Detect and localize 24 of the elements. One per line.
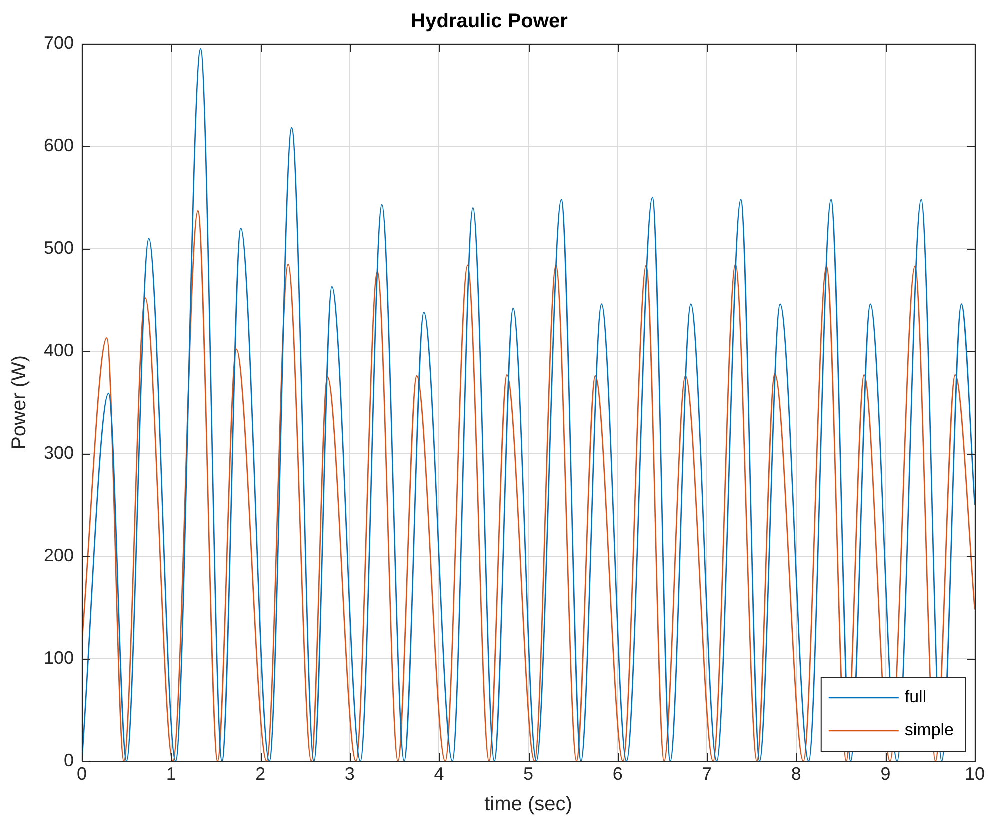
y-tick-label: 100	[44, 648, 74, 668]
x-tick-label: 2	[256, 764, 266, 784]
y-tick-label: 200	[44, 545, 74, 566]
y-tick-label: 300	[44, 442, 74, 463]
chart-title: Hydraulic Power	[411, 10, 568, 33]
y-axis-title: Power (W)	[8, 355, 31, 450]
y-tick-label: 400	[44, 340, 74, 360]
x-tick-label: 10	[964, 764, 986, 784]
x-tick-label: 1	[166, 764, 176, 784]
y-tick-label: 700	[44, 32, 74, 53]
x-tick-label: 4	[434, 764, 444, 784]
x-tick-label: 8	[791, 764, 802, 784]
y-tick-label: 500	[44, 238, 74, 258]
x-tick-label: 5	[524, 764, 534, 784]
x-tick-label: 3	[344, 764, 355, 784]
x-tick-label: 6	[612, 764, 623, 784]
x-tick-label: 0	[77, 764, 88, 784]
legend-label: simple	[904, 720, 954, 740]
legend-label: full	[904, 688, 927, 707]
y-tick-label: 600	[44, 135, 74, 156]
x-tick-label: 7	[702, 764, 712, 784]
x-axis-title: time (sec)	[484, 794, 572, 816]
x-tick-label: 9	[880, 764, 891, 784]
y-tick-label: 0	[64, 750, 74, 770]
